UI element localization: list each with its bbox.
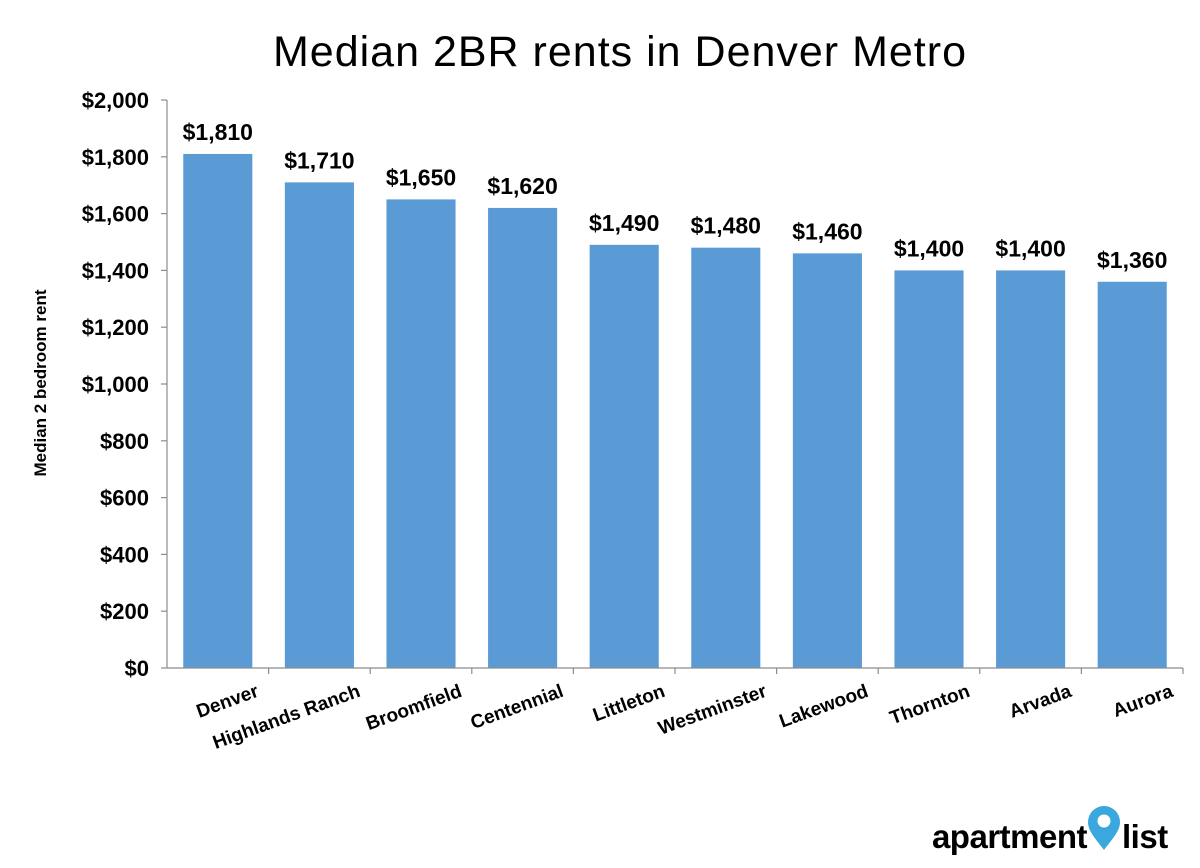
location-pin-icon xyxy=(1088,806,1120,850)
bar xyxy=(183,153,253,668)
y-tick-label: $1,200 xyxy=(82,315,149,340)
bar xyxy=(792,253,862,669)
y-tick-label: $1,400 xyxy=(82,258,149,283)
y-tick-label: $600 xyxy=(100,486,149,511)
bar-value-label: $1,620 xyxy=(487,173,557,199)
y-tick-label: $2,000 xyxy=(82,88,149,113)
bar-value-label: $1,490 xyxy=(589,210,659,236)
logo-word-apartment: apartment xyxy=(932,818,1088,855)
chart-title: Median 2BR rents in Denver Metro xyxy=(273,28,967,76)
bar-value-label: $1,480 xyxy=(691,213,761,239)
apartment-list-logo: apartment list xyxy=(932,806,1169,855)
y-tick-label: $200 xyxy=(100,599,149,624)
bar xyxy=(996,270,1066,668)
bar-value-label: $1,650 xyxy=(386,164,456,190)
y-tick-label: $400 xyxy=(100,542,149,567)
bar-value-label: $1,400 xyxy=(894,235,964,261)
bar xyxy=(894,270,964,668)
y-tick-label: $1,800 xyxy=(82,145,149,170)
bar-value-label: $1,360 xyxy=(1097,247,1167,273)
logo-word-list: list xyxy=(1122,818,1168,855)
y-axis-label: Median 2 bedroom rent xyxy=(31,289,50,476)
x-category-label: Broomfield xyxy=(363,681,464,735)
bar-value-label: $1,400 xyxy=(995,235,1065,261)
bar xyxy=(386,199,456,668)
bar-value-label: $1,460 xyxy=(792,218,862,244)
bar-value-label: $1,710 xyxy=(284,147,354,173)
bars: $1,810 $1,710 $1,650 $1,620 $1,490 $1,480 $1,4… xyxy=(183,119,1167,669)
y-axis: $0 $200 $400 $600 $800 $1,000 $1,200 $1,400 $1,6… xyxy=(82,88,168,681)
x-category-label: Centennial xyxy=(468,681,566,734)
bar xyxy=(284,182,354,669)
y-tick-label: $1,600 xyxy=(82,202,149,227)
y-tick-label: $800 xyxy=(100,429,149,454)
x-category-label: Westminster xyxy=(655,681,770,740)
bar-value-label: $1,810 xyxy=(183,119,253,145)
x-category-label: Denver xyxy=(194,681,262,723)
bar xyxy=(1097,281,1167,668)
y-tick-label: $1,000 xyxy=(82,372,149,397)
y-tick-label: $0 xyxy=(125,656,149,681)
bar xyxy=(691,247,761,668)
bar xyxy=(488,207,558,669)
x-category-label: Lakewood xyxy=(777,681,871,733)
x-category-label: Aurora xyxy=(1110,681,1176,722)
x-category-label: Thornton xyxy=(887,681,973,729)
bar xyxy=(589,244,659,668)
x-category-label: Arvada xyxy=(1007,681,1075,723)
